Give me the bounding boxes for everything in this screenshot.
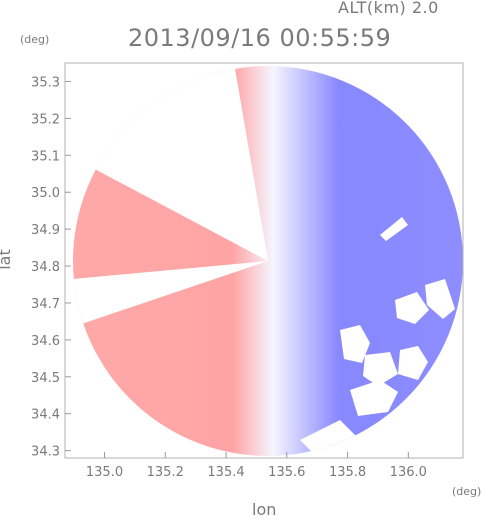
nodata-north-gap [222,66,268,261]
y-tick-label: 34.6 [31,334,60,349]
y-tick-label: 34.9 [31,223,60,238]
x-axis-label: lon [252,500,277,519]
y-tick-label: 34.5 [31,371,60,386]
nodata-holes-east [300,217,455,456]
x-tick-label: 135.0 [86,465,123,480]
y-tick-label: 34.4 [31,408,60,423]
x-tick-label: 135.6 [268,465,305,480]
x-tick-label: 136.0 [390,465,427,480]
y-tick-label: 35.1 [31,149,60,164]
x-unit-label: (deg) [452,485,482,498]
velocity-field [73,66,463,456]
radar-field [73,66,463,456]
altitude-label: ALT(km) 2.0 [338,0,439,17]
y-unit-label: (deg) [20,33,50,46]
x-tick-label: 135.8 [329,465,366,480]
plot-frame [64,62,464,459]
y-tick-label: 34.8 [31,260,60,275]
plot-area [73,66,463,456]
x-tick-label: 135.4 [207,465,244,480]
y-tick-label: 34.3 [31,445,60,460]
y-tick-label: 35.3 [31,75,60,90]
y-axis: 34.3 34.4 34.5 34.6 34.7 34.8 34.9 35.0 35.1 35.2… [31,75,71,460]
y-tick-label: 34.7 [31,297,60,312]
timestamp-title: 2013/09/16 00:55:59 [128,24,392,52]
x-axis: 135.0 135.2 135.4 135.6 135.8 136.0 [86,452,427,480]
y-tick-label: 35.0 [31,186,60,201]
nodata-wedge [73,261,268,338]
y-tick-label: 35.2 [31,112,60,127]
x-tick-label: 135.2 [147,465,184,480]
